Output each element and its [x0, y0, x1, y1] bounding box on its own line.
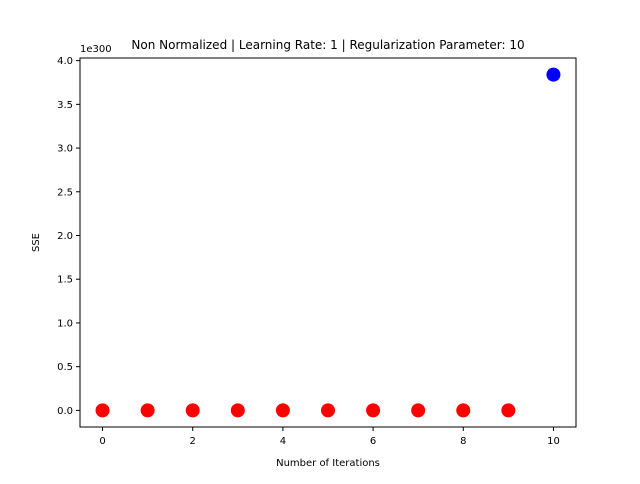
data-point: [546, 67, 561, 82]
chart-title: Non Normalized | Learning Rate: 1 | Regu…: [131, 38, 524, 52]
data-point: [275, 403, 290, 418]
y-tick-label: 3.5: [57, 100, 73, 111]
data-point: [366, 403, 381, 418]
data-point: [140, 403, 155, 418]
y-tick-label: 0.0: [57, 406, 73, 417]
y-axis-ticks: 0.0 0.5 1.0 1.5 2.0 2.5 3.0 3.5 4.0: [57, 56, 80, 417]
y-tick-label: 4.0: [57, 56, 73, 67]
x-tick-label: 6: [370, 436, 376, 447]
y-tick-label: 2.0: [57, 231, 73, 242]
y-axis-label: SSE: [31, 233, 42, 252]
y-tick-label: 2.5: [57, 187, 73, 198]
y-tick-label: 1.5: [57, 275, 73, 286]
data-point: [411, 403, 426, 418]
data-point: [95, 403, 110, 418]
data-points: [95, 67, 561, 418]
x-axis-label: Number of Iterations: [276, 458, 380, 469]
x-tick-label: 2: [190, 436, 196, 447]
x-tick-label: 0: [99, 436, 105, 447]
data-point: [185, 403, 200, 418]
y-tick-label: 3.0: [57, 144, 73, 155]
x-tick-label: 10: [547, 436, 560, 447]
y-tick-label: 1.0: [57, 318, 73, 329]
plot-frame: [79, 57, 577, 428]
y-tick-label: 0.5: [57, 362, 73, 373]
data-point: [456, 403, 471, 418]
data-point: [230, 403, 245, 418]
x-axis-ticks: 0 2 4 6 8 10: [99, 427, 560, 447]
x-tick-label: 4: [280, 436, 286, 447]
y-offset-label: 1e300: [80, 44, 112, 55]
x-tick-label: 8: [460, 436, 466, 447]
data-point: [501, 403, 516, 418]
data-point: [321, 403, 335, 418]
